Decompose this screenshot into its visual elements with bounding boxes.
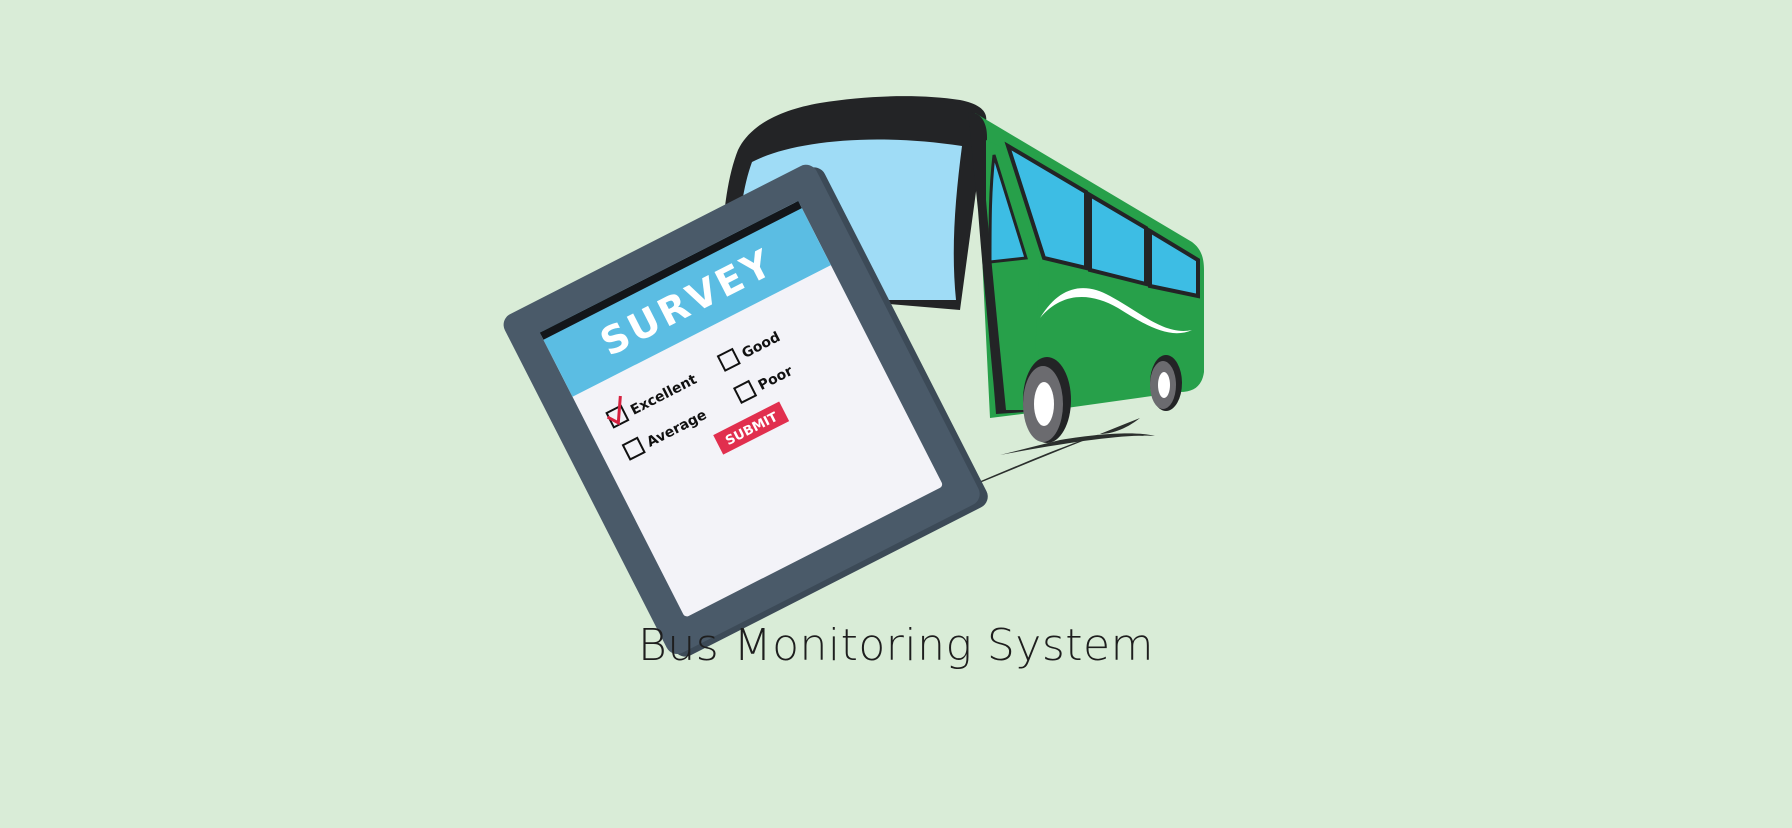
survey-tablet: SURVEY Excellent Good Average Poor SUBMI… [503,164,988,657]
poor-checkbox[interactable] [732,379,758,405]
bus-window-2 [1088,191,1148,287]
survey-header [539,200,831,397]
motion-lines [850,418,1155,538]
check-mark-icon [606,395,622,426]
good-checkbox[interactable] [716,347,741,372]
bus-door-window [988,154,1028,264]
average-checkbox[interactable] [621,436,646,461]
bus-front-wheel [1023,357,1071,443]
bus-window-3 [1148,227,1200,299]
bus-rear-wheel [1150,355,1182,411]
page-title: Bus Monitoring System [638,620,1154,671]
bus-window-1 [1004,141,1088,271]
